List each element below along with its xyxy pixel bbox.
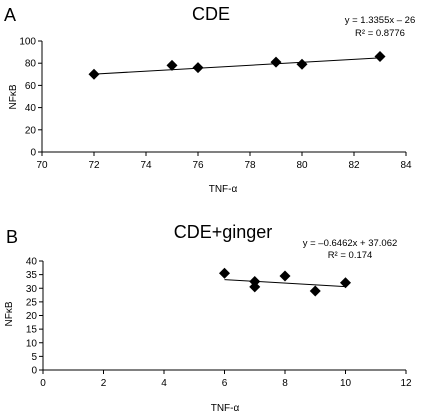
panel-a-data-point [270, 56, 282, 68]
panel-a-x-tick-label: 70 [36, 160, 48, 171]
panel-a-x-tick-label: 84 [400, 160, 412, 171]
panel-b-y-tick-label: 10 [26, 338, 38, 349]
panel-b: B CDE+ginger 0 5 10 15 20 25 30 35 40 0 2 4 6 8 10 12 y… [4, 222, 412, 414]
panel-b-title: CDE+ginger [174, 222, 273, 242]
panel-b-y-tick-label: 0 [31, 366, 37, 377]
panel-a-x-tick-label: 82 [348, 160, 360, 171]
panel-b-x-tick-label: 0 [40, 378, 46, 389]
panel-a-data-point [166, 59, 178, 71]
panel-b-data-point [340, 277, 351, 289]
panel-a-x-tick-label: 78 [244, 160, 256, 171]
panel-b-x-tick-label: 8 [282, 378, 288, 389]
panel-b-y-tick-label: 35 [26, 270, 38, 281]
panel-a-xlabel: TNF-α [209, 184, 238, 195]
panel-b-equation: y = –0.6462x + 37.062 [303, 238, 398, 249]
panel-b-plot: 0 5 10 15 20 25 30 35 40 0 2 4 6 8 10 12 [26, 257, 412, 390]
panel-a-label: A [4, 5, 16, 25]
panel-b-x-tick-label: 2 [101, 378, 107, 389]
panel-a-ylabel: NFκB [8, 84, 19, 109]
panel-a-data-point [88, 68, 100, 80]
panel-b-data-point [219, 267, 230, 279]
panel-b-xlabel: TNF-α [211, 403, 240, 414]
panel-a-equation: y = 1.3355x – 26 [345, 15, 416, 26]
panel-b-y-tick-label: 15 [26, 325, 38, 336]
panel-b-label: B [6, 227, 18, 247]
panel-a-y-tick-label: 20 [25, 125, 37, 136]
panel-b-y-tick-label: 30 [26, 284, 38, 295]
panel-b-data-point [249, 281, 261, 293]
panel-a-x-tick-label: 80 [296, 160, 308, 171]
panel-b-r2: R² = 0.174 [328, 250, 373, 261]
panel-b-data-point [279, 270, 291, 282]
panel-a-y-tick-label: 40 [25, 103, 37, 114]
panel-a-x-tick-label: 76 [192, 160, 204, 171]
panel-b-trendline [224, 279, 346, 288]
panel-a-y-tick-label: 60 [25, 81, 37, 92]
panel-a-trendline [93, 57, 381, 75]
panel-a-y-tick-label: 0 [30, 148, 36, 159]
panel-b-x-tick-label: 6 [222, 378, 228, 389]
panel-a: A CDE 0 20 40 60 80 100 70 72 74 76 78 80 82 84 y = 1… [4, 4, 415, 195]
panel-b-y-tick-label: 40 [26, 257, 38, 268]
panel-a-y-tick-label: 100 [19, 37, 36, 48]
panel-b-data-point [309, 285, 321, 297]
panel-a-title: CDE [192, 4, 230, 24]
panel-a-data-point [192, 62, 204, 74]
panel-b-x-tick-label: 12 [400, 378, 412, 389]
panel-a-x-tick-label: 74 [140, 160, 152, 171]
panel-b-x-tick-label: 10 [340, 378, 352, 389]
panel-a-y-tick-label: 80 [25, 59, 37, 70]
panel-a-r2: R² = 0.8776 [355, 28, 405, 39]
panel-b-x-tick-label: 4 [161, 378, 167, 389]
panel-a-plot: 0 20 40 60 80 100 70 72 74 76 78 80 82 84 [19, 37, 412, 172]
panel-a-x-tick-label: 72 [88, 160, 100, 171]
panel-a-data-point [296, 58, 308, 70]
panel-b-y-tick-label: 5 [31, 352, 37, 363]
panel-b-y-tick-label: 20 [26, 311, 38, 322]
panel-b-ylabel: NFκB [4, 301, 15, 326]
panel-b-y-tick-label: 25 [26, 297, 38, 308]
panel-a-data-point [374, 51, 386, 63]
